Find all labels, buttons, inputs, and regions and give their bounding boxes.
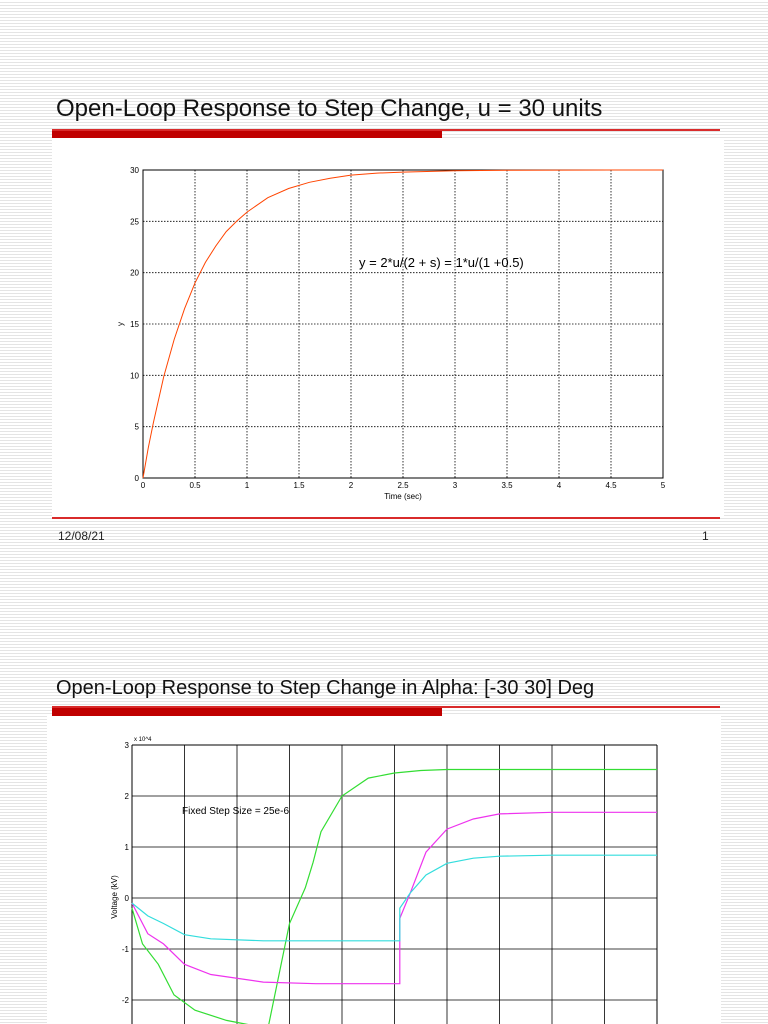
x-axis-label: Time (sec) [384,492,422,501]
y-tick-label: 3 [125,741,130,750]
y-tick-label: 10 [130,371,139,380]
x-tick-label: 2.5 [397,481,409,490]
y-tick-label: -2 [122,996,130,1005]
slide-title: Open-Loop Response to Step Change, u = 3… [56,95,603,122]
x-tick-label: 3 [453,481,458,490]
page-number: 1 [702,529,709,543]
title-underline [52,129,720,131]
step-size-annotation: Fixed Step Size = 25e-6 [182,806,289,817]
x-tick-label: 4.5 [605,481,617,490]
x-tick-label: 3.5 [501,481,513,490]
series-line [131,768,657,1024]
y-tick-label: 0 [135,474,140,483]
x-tick-label: 0 [141,481,146,490]
y-axis-label: Voltage (kV) [110,875,119,919]
title-accent-bar [52,708,442,716]
y-tick-label: 0 [125,894,130,903]
slide-title: Open-Loop Response to Step Change in Alp… [56,677,595,699]
y-tick-label: -1 [122,945,130,954]
x-tick-label: 1 [245,481,250,490]
series-line [131,854,657,942]
x-tick-label: 4 [557,481,562,490]
x-tick-label: 2 [349,481,354,490]
y-multiplier-label: x 10^4 [134,737,152,743]
x-tick-label: 1.5 [293,481,305,490]
title-accent-bar [52,131,442,138]
series-line [131,811,657,985]
equation-annotation: y = 2*u/(2 + s) = 1*u/(1 +0.5) [359,255,524,270]
y-tick-label: 1 [125,843,130,852]
footer-rule [52,517,720,519]
x-tick-label: 5 [661,481,666,490]
y-tick-label: 2 [125,792,130,801]
y-tick-label: 25 [130,217,139,226]
y-tick-label: 30 [130,166,139,175]
footer-date: 12/08/21 [58,529,105,543]
plot-frame [142,169,664,479]
y-tick-label: 15 [130,320,139,329]
title-underline [52,706,720,708]
series-line [142,169,663,479]
y-tick-label: 5 [135,423,140,432]
y-tick-label: 20 [130,269,139,278]
x-tick-label: 0.5 [189,481,201,490]
y-axis-label: y [116,322,125,326]
